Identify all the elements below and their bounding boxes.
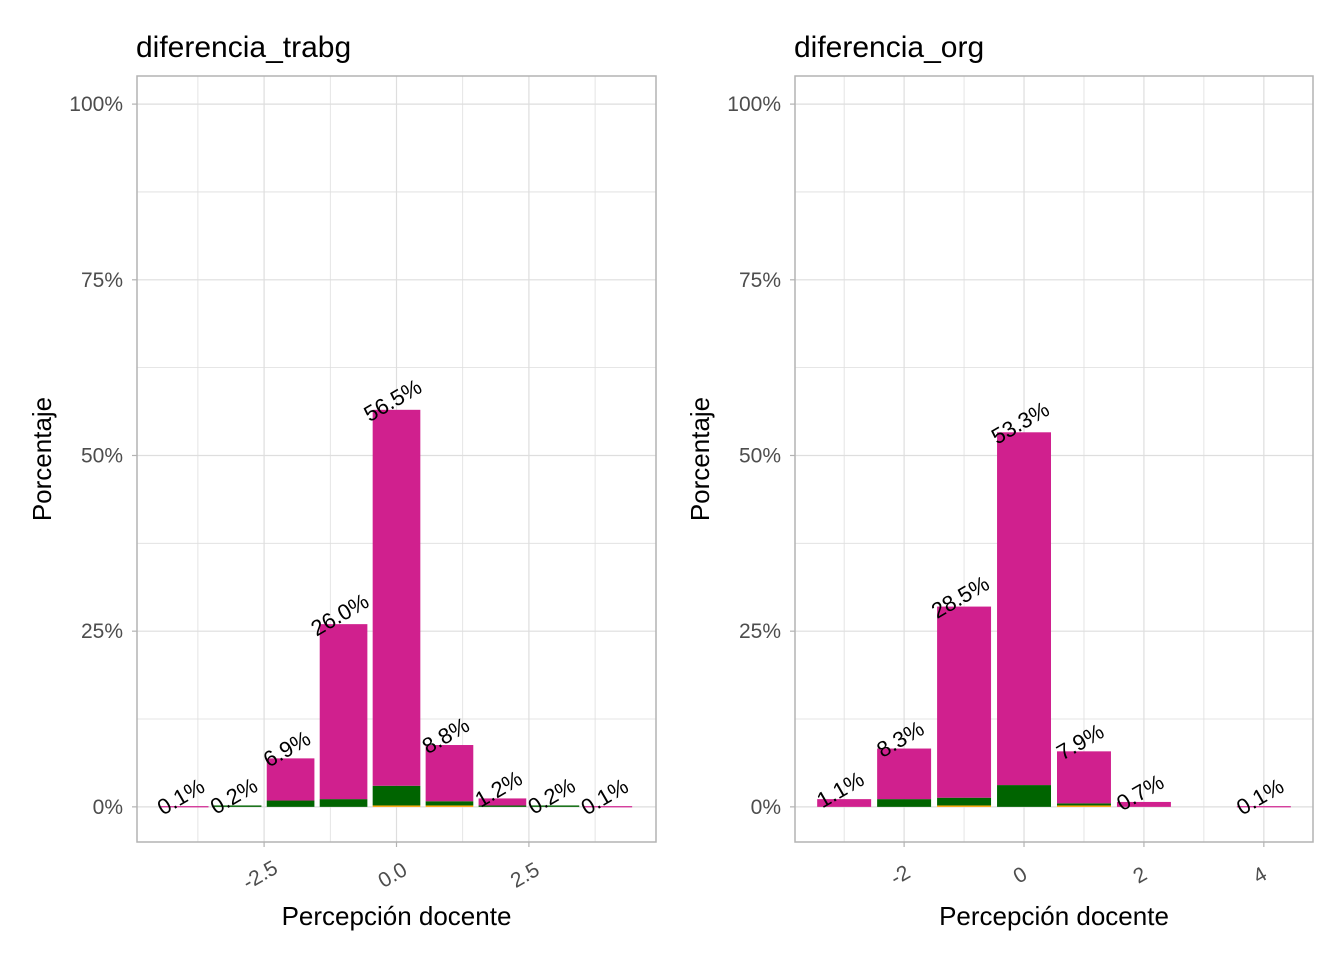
y-tick-label: 50% [739, 444, 781, 467]
bar-segment-green [266, 800, 315, 807]
y-tick-label: 25% [739, 620, 781, 643]
bar-segment-green [531, 805, 580, 807]
y-tick-label: 0% [93, 796, 123, 819]
bar-segment-green [997, 785, 1052, 807]
bar-segment-orange [372, 805, 421, 807]
chart-title: diferencia_org [794, 31, 984, 64]
bar-segment-pink [266, 758, 315, 801]
x-tick-label: -2.5 [239, 856, 282, 894]
bar-segment-green [937, 797, 992, 806]
y-tick-label: 75% [81, 269, 123, 292]
bar-segment-pink [877, 748, 932, 800]
y-tick-label: 0% [751, 796, 781, 819]
x-tick-label: 0 [1009, 863, 1031, 889]
bar-segment-green [372, 785, 421, 806]
bar-segment-pink [817, 799, 872, 807]
bar-segment-pink [372, 409, 421, 786]
bar-segment-green [478, 805, 527, 807]
y-tick-label: 75% [739, 269, 781, 292]
x-tick-label: 2.5 [507, 858, 544, 893]
bar-data-label: 0.2% [206, 773, 262, 820]
y-tick-label: 100% [69, 93, 123, 116]
bar-segment-orange [1056, 805, 1111, 807]
x-axis-title: Percepción docente [939, 901, 1169, 931]
panel-border [794, 75, 1314, 843]
x-tick-label: 4 [1249, 862, 1271, 888]
bar-segment-pink [584, 806, 633, 808]
y-axis-title: Porcentaje [27, 397, 57, 521]
y-tick-label: 25% [81, 620, 123, 643]
bar-segment-green [213, 805, 262, 807]
bar-segment-pink [997, 432, 1052, 786]
panel-border [136, 75, 657, 843]
bar-segment-orange [937, 805, 992, 807]
bar-data-label: 0.1% [1232, 773, 1288, 820]
bar-data-label: 0.1% [153, 773, 209, 820]
chart-panel-0: 0%25%50%75%100%-2.5 0.0 2.50.1%0.2%6.9%26.… [27, 31, 657, 931]
bar-segment-green [319, 799, 368, 807]
bar-segment-green [877, 799, 932, 807]
bar-segment-pink [319, 624, 368, 800]
bar-data-label: 0.7% [1112, 769, 1168, 816]
bar-segment-pink [1056, 751, 1111, 804]
bar-data-label: 0.1% [577, 773, 633, 820]
x-axis-title: Percepción docente [282, 901, 512, 931]
bar-segment-pink [478, 798, 527, 806]
x-tick-label: 0.0 [374, 858, 411, 893]
y-tick-label: 100% [727, 93, 781, 116]
bar-segment-pink [1236, 806, 1291, 808]
bar-segment-orange [425, 805, 474, 807]
x-tick-label: -2 [887, 861, 915, 890]
bar-segment-pink [937, 606, 992, 798]
bar-segment-pink [1116, 801, 1171, 807]
bar-segment-green [1056, 803, 1111, 806]
bar-segment-pink [425, 745, 474, 802]
bar-segment-pink [160, 806, 209, 808]
bar-data-label: 0.2% [524, 773, 580, 820]
chart-panel-1: 0%25%50%75%100%-2 0 2 41.1%8.3%28.5%53.3%7.… [685, 31, 1314, 931]
x-tick-label: 2 [1129, 863, 1151, 889]
chart-title: diferencia_trabg [136, 31, 351, 64]
y-tick-label: 50% [81, 444, 123, 467]
y-axis-title: Porcentaje [685, 397, 715, 521]
bar-segment-green [425, 801, 474, 806]
